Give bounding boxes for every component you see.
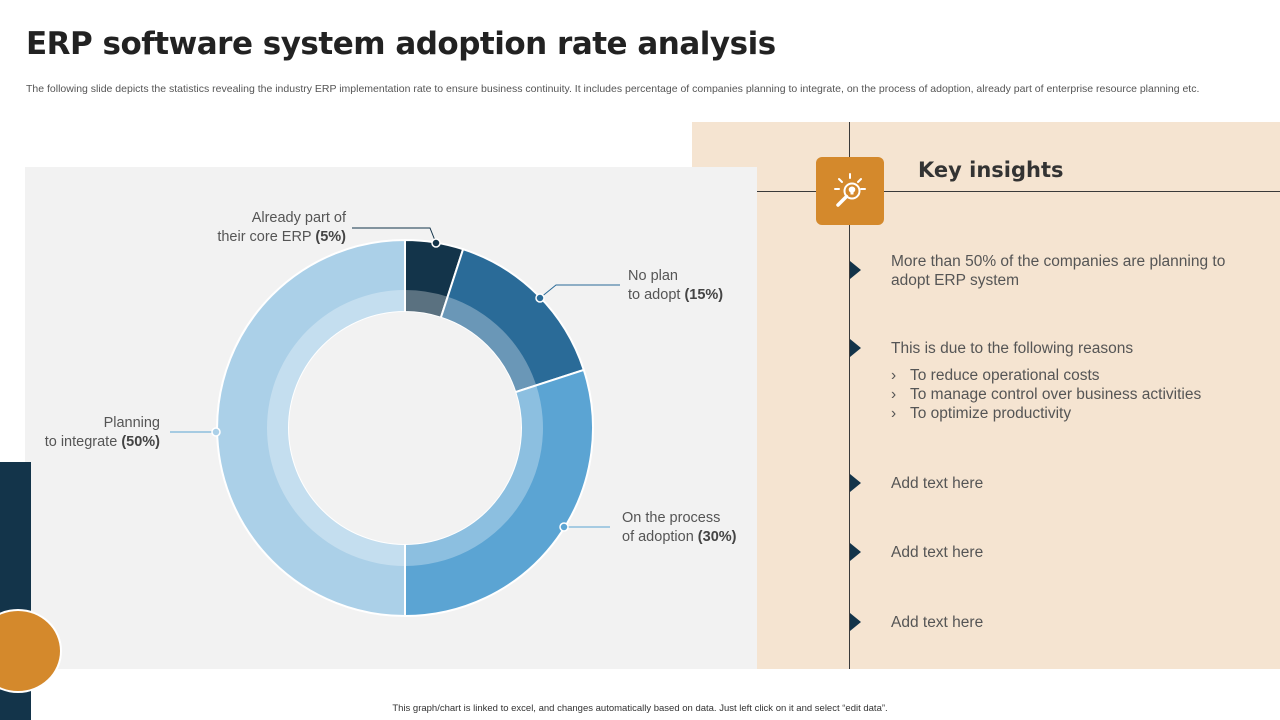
label-line: to integrate <box>44 434 118 450</box>
insight-text: Add text here <box>891 475 984 492</box>
label-line: No plan <box>628 268 678 284</box>
reason-item: To optimize productivity <box>891 404 1261 423</box>
label-value: (5%) <box>315 229 346 245</box>
page-subtitle: The following slide depicts the statisti… <box>26 83 1200 95</box>
label-value: (50%) <box>121 434 160 450</box>
insight-text: Add text here <box>891 614 984 631</box>
label-line: of adoption <box>622 529 694 545</box>
label-line: On the process <box>622 510 721 526</box>
timeline-line <box>849 122 850 669</box>
insight-item: This is due to the following reasons To … <box>891 339 1261 423</box>
insight-item: Add text here <box>891 474 1261 493</box>
slice-label-process: On the process of adoption (30%) <box>622 509 756 547</box>
timeline-marker <box>850 613 861 631</box>
slice-process-inner-band <box>405 385 543 566</box>
label-value: (15%) <box>684 287 724 303</box>
label-line: their core ERP <box>217 229 312 245</box>
slice-no-plan-inner-band <box>440 296 537 393</box>
slice-label-planning: Planning to integrate (50%) <box>30 414 160 452</box>
label-value: (30%) <box>697 529 737 545</box>
label-line: Already part of <box>251 210 346 226</box>
lightbulb-magnifier-icon <box>816 157 884 225</box>
insights-title: Key insights <box>918 158 1064 182</box>
insight-text: This is due to the following reasons <box>891 340 1134 357</box>
donut-hole <box>289 312 521 544</box>
insight-text: More than 50% of the companies are plann… <box>891 253 1226 289</box>
leader-planning-dot <box>211 427 221 437</box>
timeline-marker <box>850 339 861 357</box>
leader-no-plan-dot <box>535 293 545 303</box>
leader-process-dot <box>559 522 569 532</box>
timeline-marker <box>850 543 861 561</box>
timeline-marker <box>850 474 861 492</box>
slice-planning-inner-band <box>267 290 405 566</box>
insight-item: Add text here <box>891 543 1261 562</box>
page-title: ERP software system adoption rate analys… <box>26 26 776 62</box>
leader-no-plan <box>539 284 620 299</box>
slice-label-core-erp: Already part of their core ERP (5%) <box>180 209 346 247</box>
timeline-marker <box>850 261 861 279</box>
slice-label-no-plan: No plan to adopt (15%) <box>628 267 758 305</box>
leader-core-erp <box>352 227 437 244</box>
leader-core-erp-dot <box>431 238 441 248</box>
slice-core-erp-inner-band <box>405 290 448 318</box>
label-line: Planning <box>103 415 160 431</box>
insight-item: Add text here <box>891 613 1261 632</box>
reason-item: To manage control over business activiti… <box>891 385 1261 404</box>
label-line: to adopt <box>628 287 681 303</box>
reason-item: To reduce operational costs <box>891 366 1261 385</box>
insights-divider <box>757 191 1280 192</box>
insight-text: Add text here <box>891 544 984 561</box>
footer-note: This graph/chart is linked to excel, and… <box>392 703 888 714</box>
insight-item: More than 50% of the companies are plann… <box>891 252 1261 290</box>
reason-list: To reduce operational costs To manage co… <box>891 366 1261 423</box>
